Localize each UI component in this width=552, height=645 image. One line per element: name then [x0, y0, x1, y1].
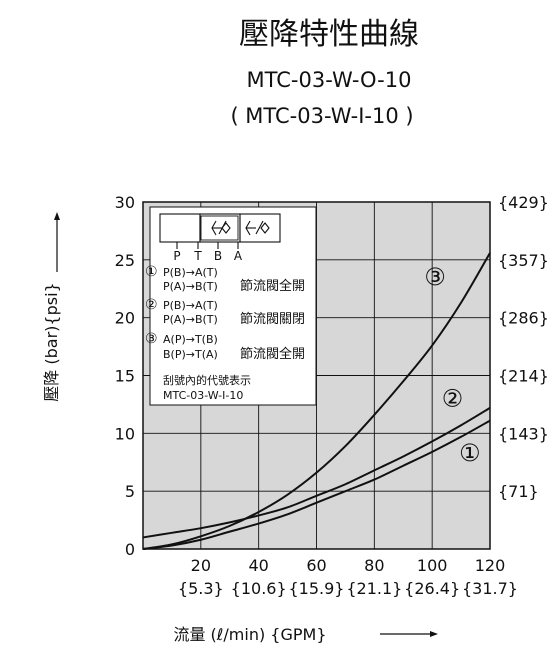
legend-2-line1: P(B)→A(T) [163, 299, 218, 312]
y-axis-label: 壓降 (bar){psi} [42, 282, 61, 401]
y-tick-psi-label-2: {143} [498, 424, 549, 443]
x-tick-label-0: 20 [191, 556, 211, 575]
y-tick-psi-label-1: {71} [498, 482, 539, 501]
legend-1-number: ① [145, 264, 158, 280]
y-tick-label-4: 20 [115, 309, 135, 328]
series-layer: ① ② ③ [142, 252, 491, 550]
legend-3-number: ③ [145, 331, 158, 347]
y-tick-label-0: 0 [125, 540, 135, 559]
x-tick-label-4: 100 [417, 556, 448, 575]
port-label-p: P [173, 249, 180, 263]
series-curve-1 [142, 419, 491, 550]
legend-1-line1: P(B)→A(T) [163, 266, 218, 279]
port-label-b: B [214, 249, 222, 263]
legend-2-line2: P(A)→B(T) [163, 313, 218, 326]
x-tick-gpm-label-2: {15.9} [289, 579, 345, 598]
x-tick-label-5: 120 [475, 556, 506, 575]
y-tick-label-5: 25 [115, 251, 135, 270]
legend-3-line1: A(P)→T(B) [163, 333, 218, 346]
inset-legend: P T B A ① P(B)→A(T) P(A)→B(T) 節流閥全開 ② P(… [145, 206, 317, 406]
legend-2-number: ② [145, 297, 158, 313]
x-tick-label-1: 40 [248, 556, 268, 575]
y-tick-label-3: 15 [115, 367, 135, 386]
x-tick-gpm-label-5: {31.7} [462, 579, 518, 598]
series-curve-2 [142, 407, 491, 539]
x-axis-arrow-head [430, 631, 438, 637]
x-tick-gpm-label-0: {5.3} [178, 579, 224, 598]
plot-frame [142, 201, 491, 550]
x-axis-label: 流量 (ℓ/min) {GPM} [173, 625, 326, 644]
series-curve-3 [142, 252, 491, 550]
y-tick-psi-label-3: {214} [498, 367, 549, 386]
y-tick-label-1: 5 [125, 482, 135, 501]
legend-2-desc: 節流閥關閉 [240, 312, 305, 327]
legend-3-line2: B(P)→T(A) [163, 348, 218, 361]
inset-note-line2: MTC-03-W-I-10 [163, 389, 243, 402]
y-tick-label-6: 30 [115, 193, 135, 212]
x-tick-gpm-label-3: {21.1} [346, 579, 402, 598]
chart-subtitle-alt-model: ( MTC-03-W-I-10 ) [230, 104, 413, 128]
x-tick-label-3: 80 [364, 556, 384, 575]
chart-subtitle-model: MTC-03-W-O-10 [247, 68, 412, 92]
chart-title: 壓降特性曲線 [239, 17, 419, 52]
y-tick-psi-label-4: {286} [498, 309, 549, 328]
valve-symbol-icon [159, 213, 281, 249]
inset-note-line1: 刮號內的代號表示 [163, 373, 251, 387]
legend-1-line2: P(A)→B(T) [163, 280, 218, 293]
y-axis-arrow-head [54, 212, 60, 220]
port-label-t: T [193, 249, 202, 263]
tick-labels: 0 5 {71} 10 {143} 15 {214} 20 {286} 25 {357} 30 {429… [115, 193, 549, 598]
x-tick-gpm-label-4: {26.4} [404, 579, 460, 598]
series-label-1: ① [459, 439, 481, 467]
port-label-a: A [234, 249, 243, 263]
x-tick-gpm-label-1: {10.6} [231, 579, 287, 598]
series-label-3: ③ [424, 263, 446, 291]
y-tick-psi-label-6: {429} [498, 193, 549, 212]
x-tick-label-2: 60 [306, 556, 326, 575]
legend-3-desc: 節流閥全開 [240, 346, 305, 362]
series-label-2: ② [442, 385, 464, 413]
y-tick-psi-label-5: {357} [498, 251, 549, 270]
legend-1-desc: 節流閥全開 [240, 278, 305, 294]
y-tick-label-2: 10 [115, 424, 135, 443]
